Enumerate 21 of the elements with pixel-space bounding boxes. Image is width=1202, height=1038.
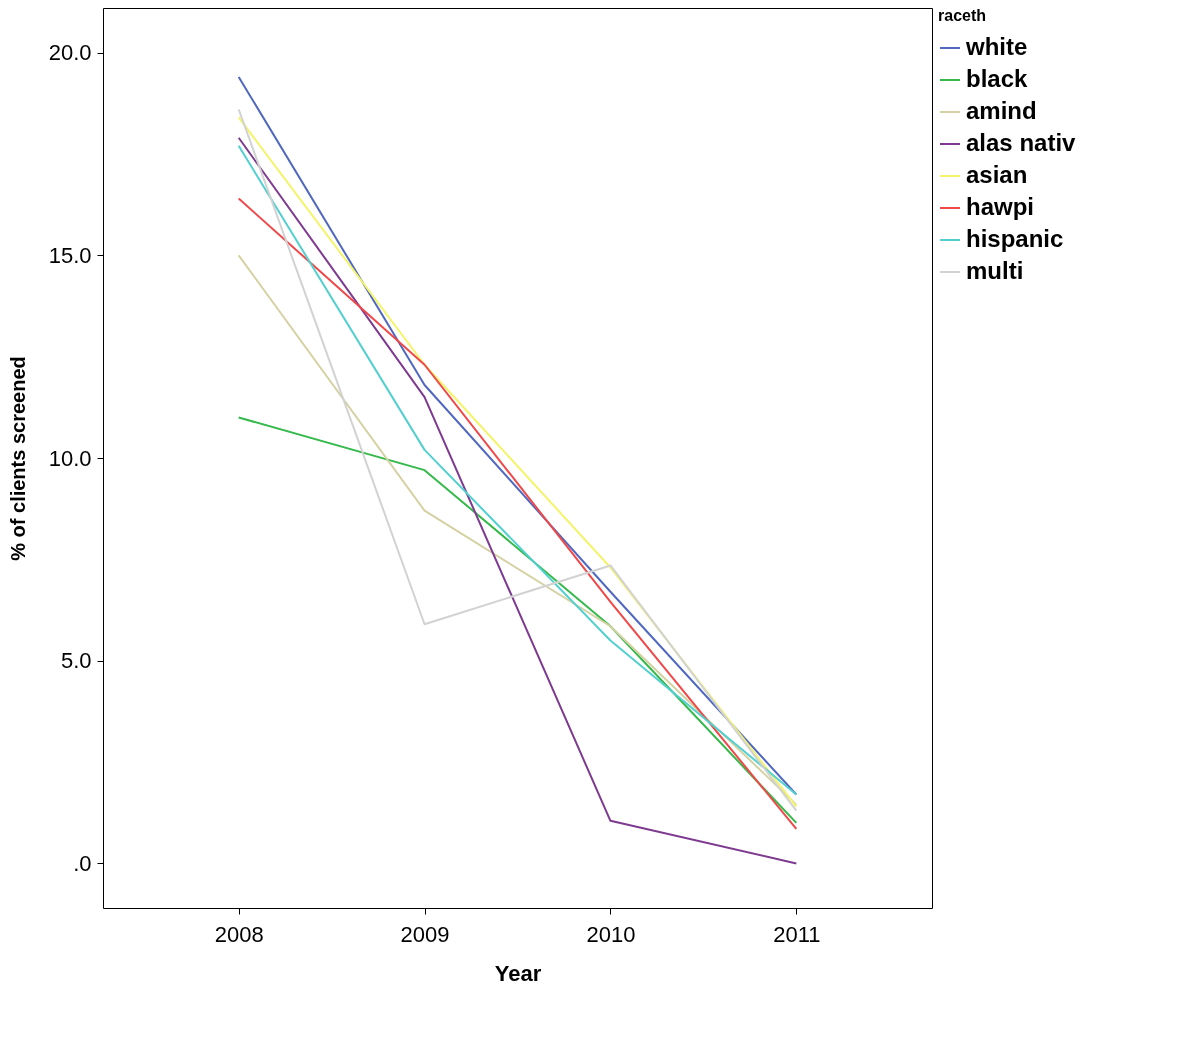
- legend-label: alas nativ: [966, 129, 1077, 156]
- x-axis-title: Year: [494, 960, 542, 986]
- legend-label: hawpi: [966, 193, 1035, 220]
- legend-label: white: [965, 33, 1028, 60]
- y-tick-label: 10.0: [48, 445, 92, 471]
- y-tick-label: 5.0: [60, 648, 92, 674]
- line-series: [237, 416, 798, 824]
- y-tick-label: 15.0: [48, 242, 92, 268]
- y-tick-label: .0: [73, 850, 92, 876]
- y-tick-label: 20.0: [48, 40, 92, 66]
- x-tick-label: 2008: [214, 921, 264, 947]
- x-tick-label: 2009: [400, 921, 450, 947]
- y-axis-title: % of clients screened: [6, 356, 29, 561]
- legend-label: hispanic: [966, 225, 1064, 252]
- legend-label: black: [966, 65, 1029, 92]
- legend-title: raceth: [938, 7, 987, 24]
- legend-label: multi: [966, 257, 1024, 284]
- x-tick-label: 2010: [586, 921, 636, 947]
- legend-label: amind: [966, 97, 1037, 124]
- legend-label: asian: [966, 161, 1028, 188]
- x-tick-label: 2011: [773, 921, 821, 947]
